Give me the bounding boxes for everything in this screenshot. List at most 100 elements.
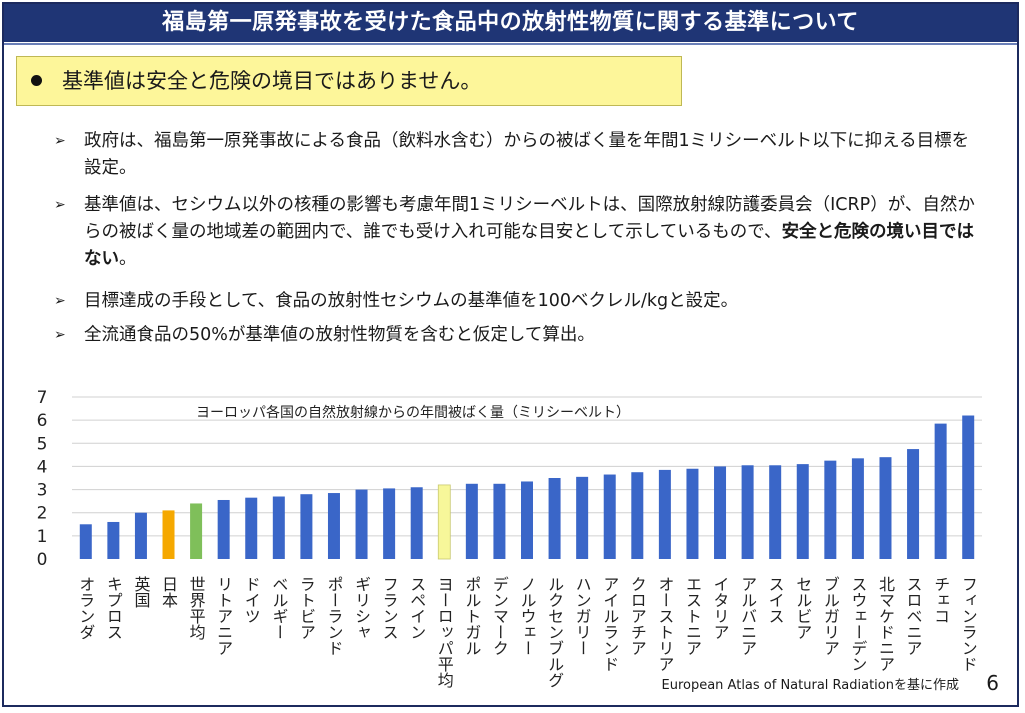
bar [437,484,451,560]
x-tick-label: ラトビア [297,576,316,640]
x-tick-label: アルバニア [738,576,757,656]
bullet-text-part: 基準値は、セシウム以外の核種の影響も考慮年間1ミリシーベルトは、国際放射線防護委… [84,195,975,242]
y-tick-label: 0 [37,550,48,570]
x-tick-label: ルクセンブルグ [545,576,564,688]
source-note: European Atlas of Natural Radiationを基に作成 [661,678,960,693]
bullet-item: ➢ 基準値は、セシウム以外の核種の影響も考慮年間1ミリシーベルトは、国際放射線防… [54,192,984,273]
bar [521,481,533,559]
bar [686,468,699,559]
arrow-bullet-icon: ➢ [54,327,66,343]
bar [272,496,285,559]
bullet-text: 政府は、福島第一原発事故による食品（飲料水含む）からの被ばく量を年間1ミリシーベ… [84,131,970,178]
x-tick-label: ノルウェー [518,576,537,656]
x-tick-label: イタリア [711,576,730,640]
bullet-text-part: 。 [119,249,137,269]
arrow-bullet-icon: ➢ [54,293,66,309]
x-tick-label: ドイツ [242,576,261,624]
arrow-bullet-icon: ➢ [54,197,66,213]
key-message-text: 基準値は安全と危険の境目ではありません。 [62,69,482,93]
bar [603,474,616,559]
page-number: 6 [986,671,999,695]
x-tick-label: リトアニア [214,576,233,656]
bar [741,465,754,559]
bar [631,472,644,559]
bullet-item: ➢ 政府は、福島第一原発事故による食品（飲料水含む）からの被ばく量を年間1ミリシ… [54,128,984,182]
bar [300,494,313,559]
bar [383,488,396,559]
y-tick-label: 1 [37,527,48,547]
bar [769,465,782,559]
x-tick-label: ハンガリー [573,576,592,656]
bullet-item: ➢ 目標達成の手段として、食品の放射性セシウムの基準値を100ベクレル/kgと設… [54,288,984,315]
x-tick-label: スウェーデン [848,576,867,672]
bar [245,497,258,559]
chart-bars [79,415,975,560]
x-tick-label: スイス [766,576,785,624]
bar [658,469,671,559]
bar [962,415,975,559]
bar [576,476,589,559]
chart-title: ヨーロッパ各国の自然放射線からの年間被ばく量（ミリシーベルト） [196,404,630,421]
x-tick-label: キプロス [104,576,123,640]
key-message-box: 基準値は安全と危険の境目ではありません。 [16,56,682,106]
chart-y-ticks: 0 1 2 3 4 5 6 7 [37,388,48,570]
bullet-dot-icon [31,74,42,86]
y-tick-label: 2 [37,504,48,524]
x-tick-label: チェコ [931,576,950,624]
bullet-text: 基準値は、セシウム以外の核種の影響も考慮年間1ミリシーベルトは、国際放射線防護委… [54,192,984,273]
x-tick-label: オランダ [76,576,95,640]
bar [134,512,147,559]
x-tick-label: オーストリア [655,576,674,672]
y-tick-label: 7 [37,388,48,408]
x-tick-label: ポルトガル [462,576,481,656]
radiation-bar-chart: 0 1 2 3 4 5 6 7 オランダ キプロス 英国 日本 世界平均 リトアニア ドイツ ベルギー ラトビ… [37,388,982,689]
bullet-item: ➢ 全流通食品の50%が基準値の放射性物質を含むと仮定して算出。 [54,322,984,349]
x-tick-label: 英国 [131,576,150,608]
x-tick-label: 北マケドニア [876,576,895,672]
x-tick-label: ポーランド [324,576,343,656]
x-tick-label: デンマーク [490,576,509,656]
x-tick-label: ギリシャ [352,576,371,640]
bar [79,524,92,559]
bar [548,478,561,559]
x-tick-label: フィンランド [959,576,978,672]
bar [907,449,920,559]
bullet-text: 目標達成の手段として、食品の放射性セシウムの基準値を100ベクレル/kgと設定。 [84,291,739,311]
bar [327,493,340,559]
chart-x-labels: オランダ キプロス 英国 日本 世界平均 リトアニア ドイツ ベルギー ラトビア ポーランド ギリシ… [76,576,977,689]
y-tick-label: 3 [37,481,48,501]
bar [714,466,727,559]
chart-gridlines [72,396,982,537]
bar [493,483,506,559]
bar [190,503,203,559]
x-tick-label: ベルギー [269,576,288,640]
bar [355,489,368,559]
bullet-text: 全流通食品の50%が基準値の放射性物質を含むと仮定して算出。 [84,325,595,345]
x-tick-label: スロベニア [904,576,923,656]
bar [851,458,864,559]
bar [879,457,892,559]
x-tick-label: セルビア [793,576,812,640]
y-tick-label: 4 [37,457,48,477]
x-tick-label: ブルガリア [821,576,840,656]
y-tick-label: 5 [37,434,48,454]
bar [162,510,175,559]
x-tick-label: スペイン [407,576,426,640]
bar [934,423,947,559]
bar [796,464,809,559]
x-tick-label: フランス [380,576,399,640]
x-tick-label: クロアチア [628,576,647,656]
bar [217,499,230,559]
x-tick-label: 日本 [159,576,178,608]
arrow-bullet-icon: ➢ [54,133,66,149]
bar [107,521,120,559]
bar [824,460,837,559]
bar [410,487,423,559]
x-tick-label: エストニア [683,576,702,656]
bullet-text-emphasis: 安全と危険の境い目ではない [84,222,975,269]
bar [465,483,478,559]
x-tick-label: 世界平均 [187,576,206,641]
x-tick-label: アイルランド [600,576,619,672]
y-tick-label: 6 [37,411,48,431]
